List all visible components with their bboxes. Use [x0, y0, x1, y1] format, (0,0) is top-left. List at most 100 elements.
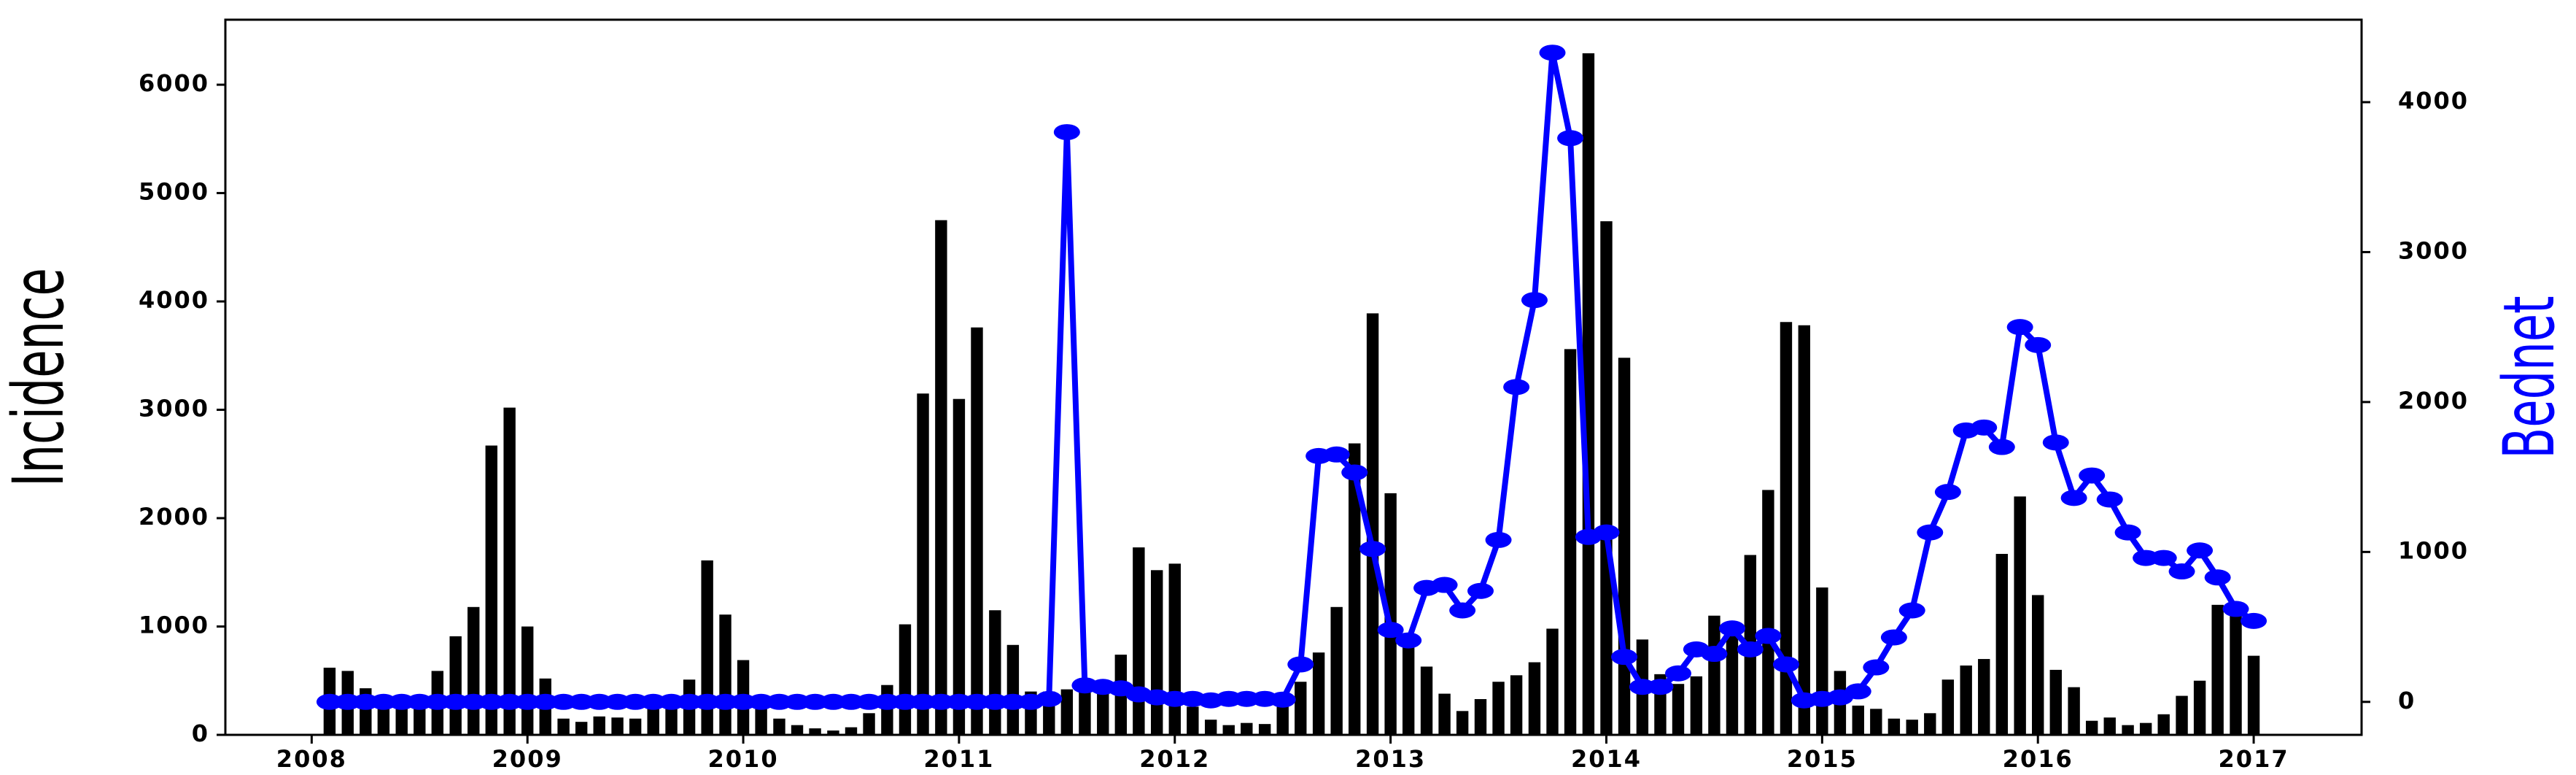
bar [2176, 695, 2188, 735]
y2-tick-label: 3000 [2398, 236, 2469, 264]
bar [989, 610, 1001, 735]
y-tick-label: 3000 [139, 395, 209, 423]
bar [1456, 711, 1469, 735]
marker [1863, 659, 1890, 676]
marker [1611, 649, 1638, 666]
bar [2230, 615, 2242, 735]
bar [1798, 325, 1810, 735]
marker [316, 693, 343, 710]
marker [748, 693, 775, 710]
bar [1708, 615, 1720, 735]
bar [1276, 705, 1289, 735]
marker [1737, 641, 1764, 658]
bar [1582, 53, 1595, 736]
marker [909, 693, 936, 710]
marker [2025, 336, 2052, 353]
marker [1593, 524, 1620, 541]
bar [1222, 725, 1235, 735]
marker [1233, 690, 1260, 707]
marker [1665, 665, 1692, 682]
bar [1528, 662, 1541, 735]
y2-tick-label: 0 [2398, 687, 2416, 714]
x-tick-label: 2013 [1355, 745, 1426, 773]
bar [2085, 720, 2098, 735]
marker [478, 693, 505, 710]
bar [2122, 725, 2134, 735]
bar [755, 703, 767, 735]
marker [1053, 124, 1080, 141]
bar [2103, 717, 2116, 735]
bar [2193, 680, 2206, 735]
bar [1690, 676, 1703, 735]
marker [1772, 656, 1799, 673]
bar [1168, 563, 1181, 735]
bar [809, 728, 821, 735]
x-tick-label: 2015 [1787, 745, 1858, 773]
marker [2204, 569, 2231, 586]
bar [719, 614, 732, 735]
bar [953, 398, 966, 735]
bar [1762, 490, 1774, 735]
y-tick-label: 6000 [139, 69, 209, 97]
marker [1341, 464, 1368, 481]
bar [863, 713, 875, 735]
bar [881, 685, 893, 735]
bar [1816, 587, 1828, 735]
x-tick-label: 2011 [923, 745, 994, 773]
marker [1934, 484, 1961, 501]
bar [2049, 669, 2062, 735]
bar [1510, 675, 1523, 735]
bar [468, 606, 480, 735]
bar [773, 718, 785, 735]
bar [1474, 699, 1487, 735]
bar [1241, 722, 1253, 735]
marker [856, 693, 882, 710]
bar [1924, 713, 1936, 735]
bar [845, 727, 858, 735]
marker [532, 693, 559, 710]
marker [586, 693, 613, 710]
bar [2139, 722, 2152, 735]
marker [1359, 541, 1386, 558]
bar [2032, 595, 2044, 735]
bar [1780, 322, 1793, 736]
bar [1870, 709, 1882, 735]
marker [1269, 691, 1296, 708]
plot-frame [224, 18, 2363, 736]
bar [899, 624, 912, 735]
bar [647, 703, 659, 735]
marker [1503, 379, 1530, 396]
bar [1438, 693, 1451, 735]
bar [1060, 689, 1074, 735]
y-tick-label: 4000 [139, 286, 209, 314]
marker [1557, 130, 1584, 147]
bar [1402, 635, 1415, 735]
bar [1618, 358, 1631, 736]
bar [2157, 714, 2170, 735]
bar [1151, 570, 1163, 735]
marker [1036, 690, 1063, 707]
bar [1888, 718, 1901, 735]
marker [2006, 319, 2033, 336]
bar [917, 393, 929, 735]
bar [1906, 720, 1918, 735]
marker [1521, 292, 1548, 309]
marker [1287, 656, 1314, 673]
line [329, 50, 2256, 705]
x-tick-label: 2017 [2219, 745, 2289, 773]
y-axis-title: Incidence [0, 268, 80, 487]
bar [449, 636, 462, 735]
marker [1395, 632, 1422, 649]
marker [2042, 434, 2069, 451]
marker [1539, 45, 1566, 61]
marker [1449, 602, 1476, 619]
marker [1988, 439, 2015, 455]
bar [1330, 606, 1343, 735]
bar [1204, 720, 1217, 735]
marker [1467, 582, 1494, 599]
bar [935, 220, 947, 735]
marker [2241, 612, 2267, 629]
bar [2068, 687, 2080, 735]
marker [1485, 531, 1512, 548]
